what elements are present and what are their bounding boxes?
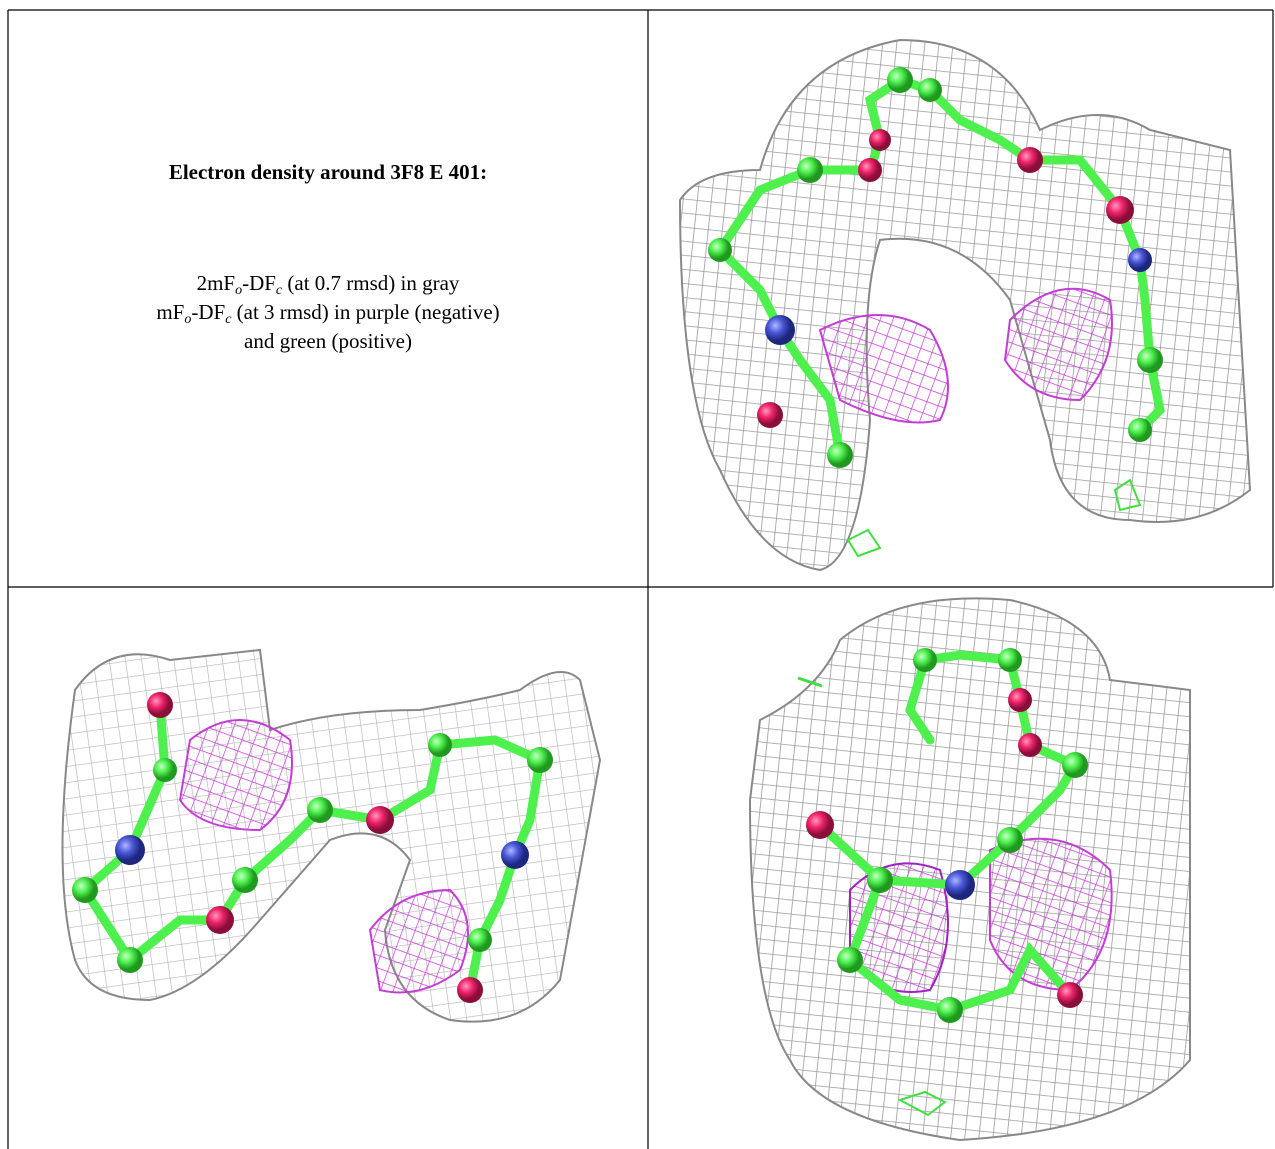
caption-line: and green (positive) — [10, 327, 646, 356]
density-view-3 — [748, 597, 1191, 1142]
atom — [913, 648, 937, 672]
atom — [1106, 196, 1134, 224]
caption-text: (at 0.7 rmsd) in gray — [282, 271, 460, 295]
atom — [501, 841, 529, 869]
caption-text: (at 3 rmsd) in purple (negative) — [231, 300, 500, 324]
atom — [1008, 688, 1032, 712]
atom — [72, 877, 98, 903]
caption-text: mF — [156, 300, 185, 324]
atom — [115, 835, 145, 865]
atom — [366, 806, 394, 834]
atom — [998, 648, 1022, 672]
atom — [797, 157, 823, 183]
table-borders — [7, 9, 1274, 1149]
atom — [457, 977, 483, 1003]
purple-mesh — [368, 888, 469, 994]
caption-line: mFo-DFc (at 3 rmsd) in purple (negative) — [10, 298, 646, 327]
atom — [1017, 147, 1043, 173]
green-mesh — [797, 676, 823, 688]
atom — [827, 442, 853, 468]
density-view-2 — [61, 648, 602, 1023]
caption-cell: Electron density around 3F8 E 401: 2mFo-… — [10, 160, 646, 356]
purple-mesh — [1003, 287, 1113, 402]
caption-text: -DF — [242, 271, 276, 295]
atom — [887, 67, 913, 93]
purple-mesh — [818, 314, 949, 424]
atom — [1062, 752, 1088, 778]
atom — [708, 238, 732, 262]
atom — [153, 758, 177, 782]
caption-text: -DF — [191, 300, 226, 324]
atom — [206, 906, 234, 934]
atom — [765, 315, 795, 345]
atom — [527, 747, 553, 773]
atom — [837, 947, 863, 973]
atom — [307, 797, 333, 823]
atom — [1057, 982, 1083, 1008]
atom — [1018, 733, 1042, 757]
density-view-1 — [678, 38, 1252, 572]
atom — [937, 997, 963, 1023]
atom — [1128, 418, 1152, 442]
atom — [867, 867, 893, 893]
atoms — [72, 692, 553, 1003]
caption-title: Electron density around 3F8 E 401: — [168, 160, 488, 184]
atom — [428, 733, 452, 757]
atom — [945, 870, 975, 900]
subscript: c — [225, 312, 232, 327]
atom — [997, 827, 1023, 853]
atoms — [806, 648, 1088, 1023]
green-mesh — [846, 478, 1142, 558]
atom — [806, 811, 834, 839]
atom — [232, 867, 258, 893]
subscript: c — [275, 283, 283, 298]
purple-mesh — [178, 719, 293, 832]
atom — [1137, 347, 1163, 373]
subscript: o — [184, 312, 192, 327]
atom — [757, 402, 783, 428]
atom — [858, 158, 882, 182]
atom — [918, 78, 942, 102]
caption-text: 2mF — [196, 271, 236, 295]
caption-line: 2mFo-DFc (at 0.7 rmsd) in gray — [10, 269, 646, 298]
atom — [147, 692, 173, 718]
atom — [1128, 248, 1152, 272]
green-mesh — [897, 1090, 947, 1117]
atom — [117, 947, 143, 973]
caption-text: and green (positive) — [244, 329, 412, 353]
subscript: o — [235, 283, 243, 298]
atom — [869, 129, 891, 151]
atom — [468, 928, 492, 952]
atoms — [708, 67, 1163, 468]
gray-mesh — [748, 597, 1191, 1142]
